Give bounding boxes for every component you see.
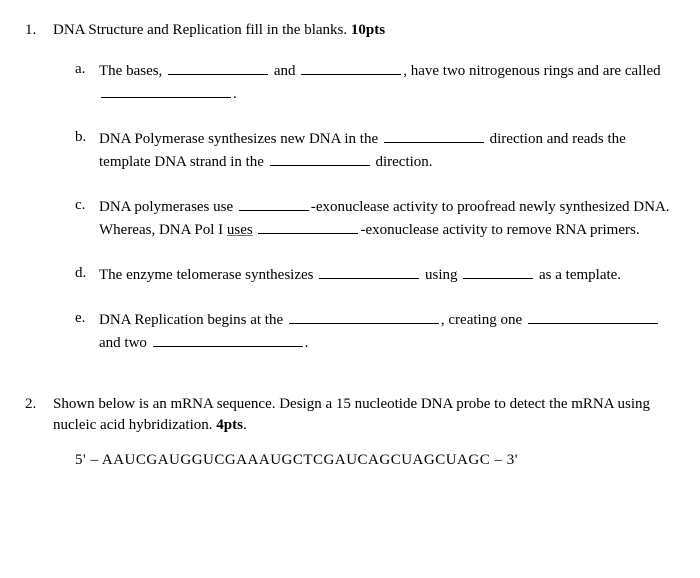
q2-body: Shown below is an mRNA sequence. Design … [53, 394, 675, 436]
blank [168, 59, 268, 75]
text: The enzyme telomerase synthesizes [99, 267, 317, 283]
text: , creating one [441, 312, 526, 328]
text: . [233, 86, 237, 102]
text: and two [99, 335, 151, 351]
q1-item-d: d. The enzyme telomerase synthesizes usi… [75, 263, 675, 286]
text: DNA Polymerase synthesizes new DNA in th… [99, 131, 382, 147]
q2-points: 4pts [216, 417, 243, 433]
mrna-sequence: 5' – AAUCGAUGGUCGAAAUGCTCGAUCAGCUAGCUAGC… [25, 450, 675, 471]
sub-letter: c. [75, 195, 99, 241]
sub-letter: b. [75, 127, 99, 173]
q1-number: 1. [25, 20, 53, 41]
blank [101, 82, 231, 98]
blank [528, 308, 658, 324]
q1-item-b: b. DNA Polymerase synthesizes new DNA in… [75, 127, 675, 173]
blank [319, 263, 419, 279]
text: as a template. [535, 267, 621, 283]
q1-header: 1. DNA Structure and Replication fill in… [25, 20, 675, 41]
sub-body: DNA polymerases use -exonuclease activit… [99, 195, 675, 241]
text: DNA Replication begins at the [99, 312, 287, 328]
text: , have two nitrogenous rings and are cal… [403, 63, 660, 79]
sub-letter: d. [75, 263, 99, 286]
question-1: 1. DNA Structure and Replication fill in… [25, 20, 675, 354]
sub-body: The enzyme telomerase synthesizes using … [99, 263, 675, 286]
q2-header: 2. Shown below is an mRNA sequence. Desi… [25, 394, 675, 436]
q2-text: Shown below is an mRNA sequence. Design … [53, 396, 650, 433]
q1-title-text: DNA Structure and Replication fill in th… [53, 22, 351, 38]
text: and [270, 63, 299, 79]
sub-letter: a. [75, 59, 99, 105]
text: -exonuclease activity to remove RNA prim… [360, 222, 639, 238]
sub-body: DNA Replication begins at the , creating… [99, 308, 675, 354]
text [253, 222, 257, 238]
sub-letter: e. [75, 308, 99, 354]
text: using [421, 267, 461, 283]
blank [153, 331, 303, 347]
blank [463, 263, 533, 279]
text: The bases, [99, 63, 166, 79]
sub-body: DNA Polymerase synthesizes new DNA in th… [99, 127, 675, 173]
blank [289, 308, 439, 324]
blank [239, 195, 309, 211]
q2-number: 2. [25, 394, 53, 436]
q1-item-e: e. DNA Replication begins at the , creat… [75, 308, 675, 354]
blank [258, 218, 358, 234]
uses-underlined: uses [227, 222, 253, 238]
q2-end: . [243, 417, 247, 433]
q1-item-c: c. DNA polymerases use -exonuclease acti… [75, 195, 675, 241]
blank [301, 59, 401, 75]
text: direction. [372, 154, 433, 170]
question-2: 2. Shown below is an mRNA sequence. Desi… [25, 394, 675, 471]
blank [384, 127, 484, 143]
sub-body: The bases, and , have two nitrogenous ri… [99, 59, 675, 105]
q1-sub-list: a. The bases, and , have two nitrogenous… [25, 59, 675, 354]
q1-title: DNA Structure and Replication fill in th… [53, 20, 385, 41]
text: DNA polymerases use [99, 199, 237, 215]
text: . [305, 335, 309, 351]
q1-item-a: a. The bases, and , have two nitrogenous… [75, 59, 675, 105]
q1-points: 10pts [351, 22, 385, 38]
blank [270, 150, 370, 166]
